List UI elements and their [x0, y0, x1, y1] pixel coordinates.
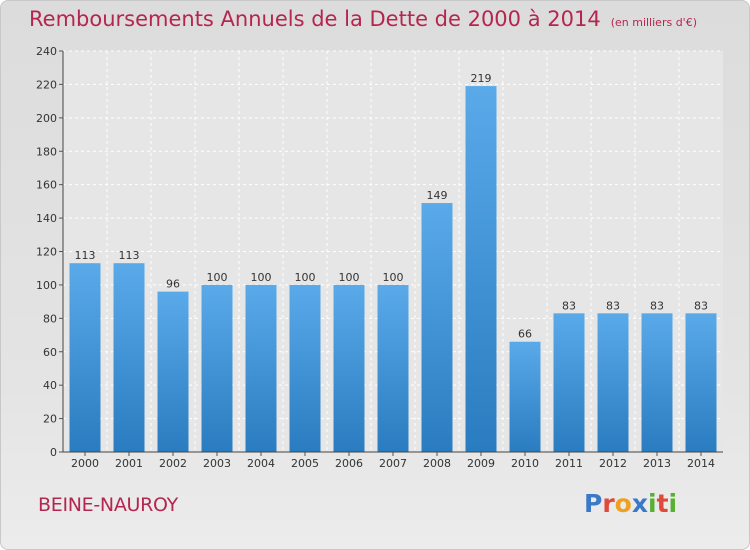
y-tick-label: 20	[43, 413, 57, 426]
bar	[69, 263, 101, 452]
bar-value-label: 83	[650, 299, 664, 312]
bar-value-label: 66	[518, 328, 532, 341]
x-tick-label: 2009	[467, 457, 495, 470]
bar-value-label: 113	[119, 249, 140, 262]
bar-value-label: 100	[207, 271, 228, 284]
bar	[465, 86, 497, 453]
bar-value-label: 113	[75, 249, 96, 262]
axes: 0 20 40 60 80 100 120 140 160 180 200 220 240 2000 200…	[36, 45, 723, 470]
y-tick-label: 160	[36, 179, 57, 192]
y-tick-label: 80	[43, 312, 57, 325]
bar-value-label: 83	[606, 299, 620, 312]
chart-title: Remboursements Annuels de la Dette de 20…	[29, 7, 697, 31]
bar-value-label: 83	[694, 299, 708, 312]
bar	[333, 284, 365, 452]
x-tick-label: 2012	[599, 457, 627, 470]
x-tick-label: 2003	[203, 457, 231, 470]
x-tick-label: 2005	[291, 457, 319, 470]
bar	[113, 263, 145, 452]
bar	[289, 284, 321, 452]
y-tick-label: 220	[36, 78, 57, 91]
bar	[553, 313, 585, 452]
chart-title-unit: (en milliers d'€)	[610, 16, 697, 29]
y-tick-label: 120	[36, 246, 57, 259]
bar	[245, 284, 277, 452]
x-tick-label: 2004	[247, 457, 275, 470]
logo-letter: r	[602, 489, 615, 518]
bar	[421, 203, 453, 452]
bar	[201, 284, 233, 452]
x-tick-label: 2014	[687, 457, 715, 470]
bar-value-label: 219	[471, 72, 492, 85]
bars: 113 113 96 100 100 100 100 100 149 219 66 83 83 83 83	[69, 72, 717, 453]
y-tick-label: 40	[43, 379, 57, 392]
y-tick-label: 100	[36, 279, 57, 292]
y-tick-label: 180	[36, 145, 57, 158]
y-tick-label: 200	[36, 112, 57, 125]
x-tick-label: 2002	[159, 457, 187, 470]
logo-letter: i	[648, 489, 657, 518]
bar-value-label: 100	[339, 271, 360, 284]
x-tick-label: 2001	[115, 457, 143, 470]
x-tick-label: 2008	[423, 457, 451, 470]
logo-letter: i	[668, 489, 678, 518]
bar	[597, 313, 629, 452]
x-tick-label: 2010	[511, 457, 539, 470]
x-tick-label: 2000	[71, 457, 99, 470]
x-tick-label: 2011	[555, 457, 583, 470]
logo-letter: o	[614, 489, 632, 518]
logo-letter: t	[656, 489, 669, 518]
y-tick-label: 240	[36, 45, 57, 58]
bar-value-label: 83	[562, 299, 576, 312]
bar-value-label: 96	[166, 278, 180, 291]
town-name: BEINE-NAUROY	[38, 494, 178, 516]
logo-letter: P	[584, 489, 603, 518]
bar	[685, 313, 717, 452]
x-tick-label: 2013	[643, 457, 671, 470]
x-tick-label: 2007	[379, 457, 407, 470]
y-tick-label: 140	[36, 212, 57, 225]
y-tick-label: 60	[43, 346, 57, 359]
x-tick-label: 2006	[335, 457, 363, 470]
bar	[641, 313, 673, 452]
y-tick-label: 0	[50, 446, 57, 459]
bar	[157, 291, 189, 452]
bar-value-label: 100	[251, 271, 272, 284]
bar	[377, 284, 409, 452]
bar-value-label: 100	[295, 271, 316, 284]
bar	[509, 341, 541, 452]
bar-value-label: 100	[383, 271, 404, 284]
chart-title-text: Remboursements Annuels de la Dette de 20…	[29, 7, 601, 31]
proxiti-logo[interactable]: Proxiti	[584, 489, 677, 518]
bar-value-label: 149	[427, 189, 448, 202]
logo-letter: x	[631, 489, 648, 518]
